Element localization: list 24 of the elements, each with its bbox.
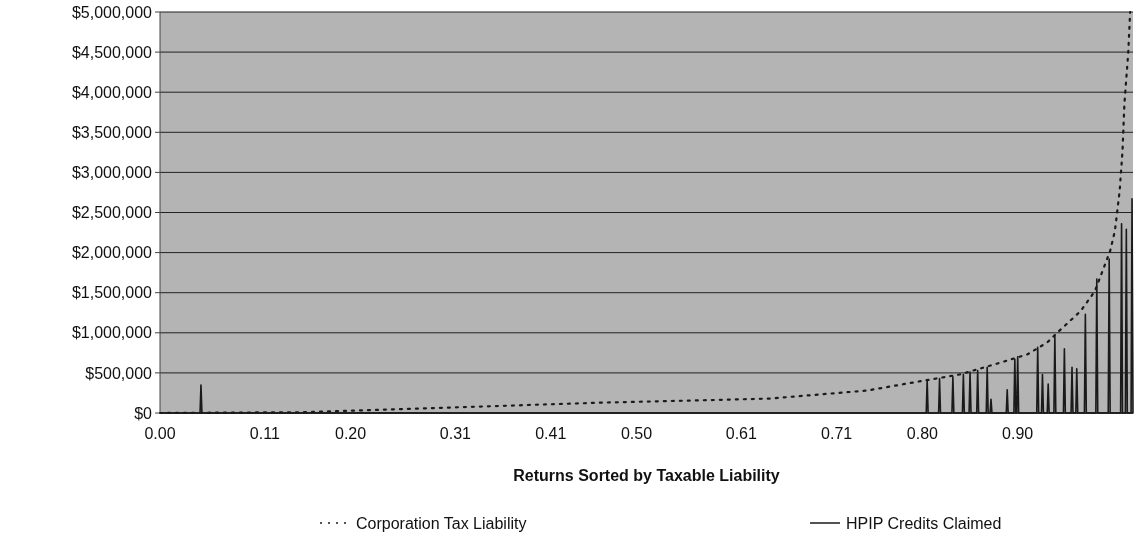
- y-tick-label: $5,000,000: [71, 3, 153, 21]
- x-tick-label: 0.90: [1002, 425, 1034, 442]
- y-tick-label: $2,500,000: [71, 204, 153, 222]
- y-tick-label: $3,000,000: [71, 164, 153, 181]
- y-tick-label: $500,000: [85, 364, 153, 382]
- x-tick-label: 0.11: [249, 425, 280, 442]
- y-tick-label: $4,500,000: [71, 43, 153, 61]
- x-tick-label: 0.71: [821, 425, 853, 442]
- y-tick-label: $3,500,000: [71, 123, 153, 141]
- y-tick-label: $1,000,000: [71, 324, 153, 342]
- x-tick-label: 0.50: [620, 425, 653, 442]
- x-tick-label: 0.20: [335, 425, 367, 442]
- legend-label: HPIP Credits Claimed: [846, 514, 1002, 532]
- y-tick-label: $4,000,000: [71, 83, 153, 101]
- legend-label: Corporation Tax Liability: [356, 514, 527, 532]
- y-tick-label: $2,000,000: [71, 244, 153, 262]
- x-tick-label: 0.80: [906, 425, 939, 442]
- y-tick-label: $1,500,000: [71, 284, 153, 302]
- x-axis-title: Returns Sorted by Taxable Liability: [513, 467, 780, 484]
- x-tick-label: 0.41: [535, 425, 567, 442]
- x-tick-label: 0.00: [144, 425, 176, 442]
- x-tick-label: 0.31: [439, 425, 472, 442]
- x-tick-label: 0.61: [725, 425, 757, 442]
- y-tick-label: $0: [134, 404, 153, 422]
